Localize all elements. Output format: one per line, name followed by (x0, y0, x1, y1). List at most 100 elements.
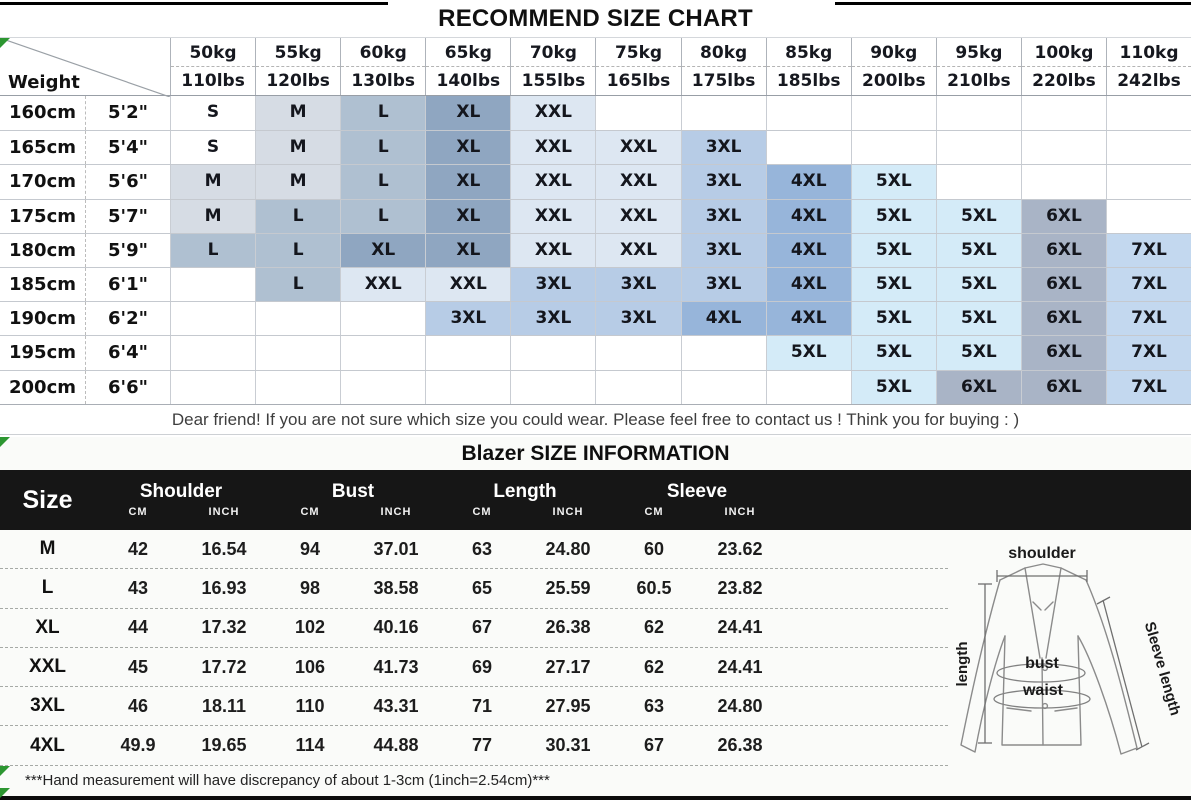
height-ft: 5'2" (85, 96, 170, 131)
height-row: 170cm 5'6" M M L XL XXL XXL 3XL 4XL 5XL (0, 164, 1191, 199)
weight-kg: 80kg (681, 38, 766, 67)
recommend-size-chart: RECOMMEND SIZE CHART Weight 50kg 110lbs 55… (0, 2, 1191, 435)
size-cell-empty (255, 370, 341, 404)
size-cell: XXL (595, 199, 681, 233)
measurement-value: 110 (295, 695, 325, 716)
unit-header: INCH (208, 506, 240, 518)
size-cell-empty (765, 131, 851, 165)
unit-header: CM (300, 506, 320, 518)
weight-header-cell: 75kg 165lbs (595, 38, 681, 95)
size-cell: 7XL (1106, 302, 1191, 336)
measurement-value: 62 (643, 617, 665, 638)
weight-lbs: 120lbs (266, 71, 330, 91)
measurement-value: 44 (127, 617, 149, 638)
size-cell-empty (340, 370, 426, 404)
size-cell: XXL (510, 131, 596, 165)
size-cell-empty (850, 131, 936, 165)
measure-group: Sleeve CM INCH (611, 470, 783, 530)
size-cell-empty (1020, 96, 1107, 131)
weight-header-cell: 55kg 120lbs (255, 38, 341, 95)
size-cell: M (255, 96, 341, 131)
row-size: 4XL (30, 734, 65, 756)
green-corner-marker (0, 38, 10, 48)
measure-group-label: Sleeve (666, 481, 728, 502)
height-row: 195cm 6'4" 5XL 5XL 5XL 6XL 7XL (0, 335, 1191, 370)
size-cell-empty (1020, 165, 1107, 199)
unit-headers: CM INCH (267, 506, 439, 518)
measurement-value: 63 (643, 695, 665, 716)
height-cm: 185cm (9, 273, 76, 295)
height-ft: 6'6" (85, 370, 170, 404)
size-cell: 4XL (765, 199, 851, 233)
size-cell-empty (680, 370, 766, 404)
size-cell: XXL (510, 165, 596, 199)
measurement-value: 24.80 (545, 538, 591, 559)
size-cell: M (255, 131, 341, 165)
size-cell: 6XL (1020, 370, 1107, 404)
weight-header-cell: 65kg 140lbs (425, 38, 511, 95)
weight-header-cell: 50kg 110lbs (170, 38, 256, 95)
size-cell: 3XL (425, 302, 511, 336)
size-cell-empty (935, 96, 1021, 131)
height-cm: 190cm (9, 308, 76, 330)
measurement-value: 65 (471, 577, 493, 598)
measurement-value: 17.32 (201, 617, 247, 638)
row-size: 3XL (30, 695, 65, 717)
size-cell-empty (340, 302, 426, 336)
size-cell: 3XL (680, 199, 766, 233)
unit-headers: CM INCH (611, 506, 783, 518)
size-cell-empty (170, 370, 256, 404)
size-cell-empty (595, 336, 681, 370)
size-cell-empty (1106, 199, 1191, 233)
unit-headers: CM INCH (95, 506, 267, 518)
measurement-value: 77 (471, 735, 493, 756)
size-column-header: Size (22, 485, 73, 514)
measurement-row: M 42 16.54 94 37.01 63 24.80 60 23.62 (0, 530, 948, 570)
weight-header-cell: 80kg 175lbs (680, 38, 766, 95)
size-cell: L (255, 233, 341, 267)
weight-lbs: 130lbs (351, 71, 416, 91)
size-cell-empty (425, 370, 511, 404)
weight-header-cell: 100kg 220lbs (1020, 38, 1107, 95)
size-cell-empty (680, 336, 766, 370)
measurement-row: L 43 16.93 98 38.58 65 25.59 60.5 23.82 (0, 569, 948, 609)
size-cell: M (170, 165, 256, 199)
size-cell: XXL (595, 233, 681, 267)
size-cell: 5XL (850, 199, 936, 233)
weight-kg: 90kg (851, 38, 936, 67)
measurement-value: 24.41 (717, 617, 763, 638)
size-cell-empty (1020, 131, 1107, 165)
height-row: 160cm 5'2" S M L XL XXL (0, 96, 1191, 131)
height-cm: 170cm (9, 171, 76, 193)
row-size: L (41, 577, 54, 599)
height-cm: 195cm (9, 342, 76, 364)
measurement-value: 30.31 (545, 735, 591, 756)
measurement-value: 23.82 (717, 577, 763, 598)
measurement-disclaimer: ***Hand measurement will have discrepanc… (25, 771, 550, 789)
size-cell: 3XL (680, 267, 766, 302)
measurement-value: 94 (299, 538, 321, 559)
size-cell: 7XL (1106, 336, 1191, 370)
height-row: 175cm 5'7" M L L XL XXL XXL 3XL 4XL 5XL 5XL 6XL (0, 198, 1191, 233)
size-cell: 7XL (1106, 233, 1191, 267)
measurement-row: XXL 45 17.72 106 41.73 69 27.17 62 24.41 (0, 648, 948, 688)
size-cell: 5XL (935, 199, 1021, 233)
size-cell-empty (255, 302, 341, 336)
measurement-row: 3XL 46 18.11 110 43.31 71 27.95 63 24.80 (0, 687, 948, 727)
weight-lbs: 200lbs (861, 71, 926, 91)
size-cell-empty (680, 96, 766, 131)
weight-kg: 55kg (256, 38, 341, 67)
weight-kg: 65kg (426, 38, 511, 67)
size-cell: 3XL (510, 267, 596, 302)
measure-group-label: Length (493, 481, 557, 502)
measurement-value: 45 (127, 656, 149, 677)
measurement-value: 42 (127, 538, 149, 559)
size-cell-empty (425, 336, 511, 370)
size-cell: XXL (510, 233, 596, 267)
size-cell-empty (510, 370, 596, 404)
weight-kg: 85kg (766, 38, 851, 67)
size-cell: 6XL (1020, 233, 1107, 267)
size-cell-empty (170, 336, 256, 370)
height-ft: 6'1" (85, 267, 170, 302)
measurement-row: XL 44 17.32 102 40.16 67 26.38 62 24.41 (0, 609, 948, 648)
